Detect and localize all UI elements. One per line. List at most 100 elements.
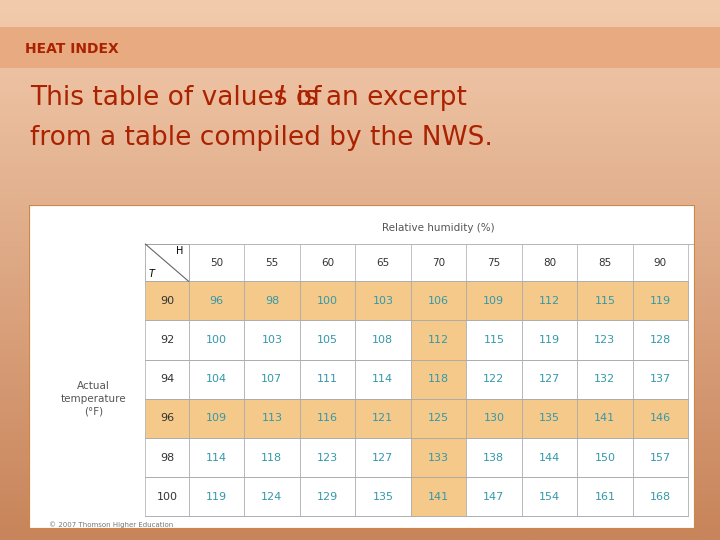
Text: 55: 55	[265, 258, 279, 268]
Text: 112: 112	[539, 296, 560, 306]
Bar	[410, 281, 466, 320]
Text: 122: 122	[483, 374, 505, 384]
Bar	[410, 360, 466, 399]
Bar	[145, 244, 189, 281]
Text: 154: 154	[539, 491, 560, 502]
Text: This table of values of: This table of values of	[30, 85, 330, 111]
Text: 65: 65	[377, 258, 390, 268]
Text: 108: 108	[372, 335, 393, 345]
Text: 106: 106	[428, 296, 449, 306]
Bar	[522, 477, 577, 516]
Text: 147: 147	[483, 491, 505, 502]
Text: 137: 137	[650, 374, 671, 384]
Bar	[466, 281, 522, 320]
Bar	[244, 360, 300, 399]
Bar	[466, 360, 522, 399]
Text: 105: 105	[317, 335, 338, 345]
Bar	[410, 438, 466, 477]
Text: 94: 94	[160, 374, 174, 384]
Bar	[577, 438, 633, 477]
Bar	[577, 477, 633, 516]
Text: 70: 70	[432, 258, 445, 268]
Text: 109: 109	[206, 413, 227, 423]
Text: 109: 109	[483, 296, 505, 306]
Bar	[466, 399, 522, 438]
Bar	[633, 477, 688, 516]
Bar	[300, 399, 355, 438]
Text: 129: 129	[317, 491, 338, 502]
Bar	[355, 477, 410, 516]
Text: 116: 116	[317, 413, 338, 423]
Bar	[355, 320, 410, 360]
Text: 107: 107	[261, 374, 282, 384]
Text: 161: 161	[595, 491, 616, 502]
Bar	[189, 399, 244, 438]
Bar	[522, 399, 577, 438]
Text: 127: 127	[372, 453, 394, 463]
Text: 103: 103	[261, 335, 282, 345]
Bar	[355, 281, 410, 320]
Bar	[522, 320, 577, 360]
Text: 50: 50	[210, 258, 223, 268]
Text: 98: 98	[265, 296, 279, 306]
Bar	[244, 438, 300, 477]
Text: 168: 168	[650, 491, 671, 502]
Text: 96: 96	[210, 296, 223, 306]
Bar	[300, 477, 355, 516]
Bar	[522, 438, 577, 477]
Text: 132: 132	[594, 374, 616, 384]
Bar	[577, 320, 633, 360]
Text: 100: 100	[156, 491, 178, 502]
Text: 141: 141	[428, 491, 449, 502]
Bar	[145, 399, 189, 438]
Bar	[466, 438, 522, 477]
Text: 60: 60	[321, 258, 334, 268]
Bar	[633, 438, 688, 477]
Bar	[410, 320, 466, 360]
Text: 141: 141	[594, 413, 616, 423]
Text: 127: 127	[539, 374, 560, 384]
Bar	[633, 320, 688, 360]
Text: 135: 135	[372, 491, 393, 502]
Text: © 2007 Thomson Higher Education: © 2007 Thomson Higher Education	[49, 521, 173, 528]
Text: 118: 118	[428, 374, 449, 384]
Text: is an excerpt: is an excerpt	[288, 85, 467, 111]
Text: 90: 90	[654, 258, 667, 268]
Text: 85: 85	[598, 258, 611, 268]
Text: 114: 114	[372, 374, 393, 384]
Text: 135: 135	[539, 413, 560, 423]
Text: 103: 103	[372, 296, 393, 306]
Text: 98: 98	[160, 453, 174, 463]
Bar	[300, 320, 355, 360]
Bar	[189, 281, 244, 320]
Bar	[355, 399, 410, 438]
Text: 112: 112	[428, 335, 449, 345]
Bar	[145, 320, 189, 360]
Bar	[410, 477, 466, 516]
Text: 157: 157	[650, 453, 671, 463]
Bar	[244, 281, 300, 320]
Text: from a table compiled by the NWS.: from a table compiled by the NWS.	[30, 125, 493, 151]
Text: 115: 115	[595, 296, 616, 306]
Text: Actual
temperature
(°F): Actual temperature (°F)	[61, 381, 127, 417]
Text: 125: 125	[428, 413, 449, 423]
Bar	[466, 477, 522, 516]
Bar	[410, 399, 466, 438]
Text: 128: 128	[649, 335, 671, 345]
Bar	[633, 399, 688, 438]
Text: 114: 114	[206, 453, 227, 463]
Text: 92: 92	[160, 335, 174, 345]
Text: 113: 113	[261, 413, 282, 423]
Text: 123: 123	[317, 453, 338, 463]
Bar	[300, 360, 355, 399]
Text: 124: 124	[261, 491, 282, 502]
Text: 121: 121	[372, 413, 393, 423]
Bar	[189, 360, 244, 399]
Bar	[244, 477, 300, 516]
Bar	[355, 438, 410, 477]
Text: T: T	[149, 269, 155, 279]
Bar	[577, 399, 633, 438]
Text: 119: 119	[206, 491, 227, 502]
Bar	[300, 438, 355, 477]
Text: 138: 138	[483, 453, 505, 463]
